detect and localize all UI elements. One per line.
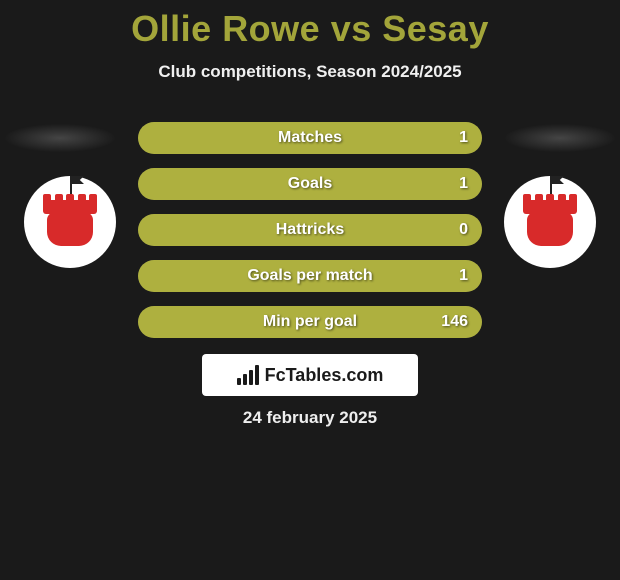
page-title: Ollie Rowe vs Sesay <box>0 0 620 50</box>
stat-label: Hattricks <box>138 221 482 239</box>
stats-container: Matches 1 Goals 1 Hattricks 0 Goals per … <box>138 122 482 352</box>
stat-label: Goals per match <box>138 267 482 285</box>
stat-row: Goals 1 <box>138 168 482 200</box>
team-badge-left <box>24 176 116 268</box>
subtitle: Club competitions, Season 2024/2025 <box>0 62 620 82</box>
chart-icon <box>237 365 259 385</box>
stat-row: Min per goal 146 <box>138 306 482 338</box>
player-shadow-left <box>5 124 115 152</box>
team-badge-right <box>504 176 596 268</box>
player-shadow-right <box>505 124 615 152</box>
stat-row: Matches 1 <box>138 122 482 154</box>
tower-icon <box>523 198 577 246</box>
stat-row: Hattricks 0 <box>138 214 482 246</box>
tower-icon <box>43 198 97 246</box>
date-text: 24 february 2025 <box>0 408 620 428</box>
stat-value: 146 <box>441 313 468 331</box>
stat-value: 1 <box>459 175 468 193</box>
stat-label: Min per goal <box>138 313 482 331</box>
stat-label: Matches <box>138 129 482 147</box>
stat-label: Goals <box>138 175 482 193</box>
stat-value: 0 <box>459 221 468 239</box>
branding-box: FcTables.com <box>202 354 418 396</box>
stat-value: 1 <box>459 267 468 285</box>
stat-value: 1 <box>459 129 468 147</box>
stat-row: Goals per match 1 <box>138 260 482 292</box>
brand-text: FcTables.com <box>265 365 384 386</box>
